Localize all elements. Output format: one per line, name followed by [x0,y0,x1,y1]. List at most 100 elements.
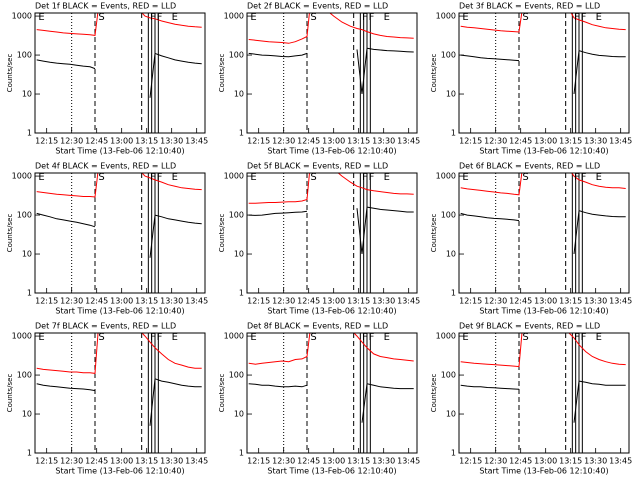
x-tick-label: 13:15 [347,137,370,146]
event-label: S [310,12,316,23]
x-tick-label: 13:00 [110,297,133,306]
y-axis-label: Counts/sec [218,54,226,93]
event-label: F [369,12,375,23]
x-tick-label: 13:15 [135,457,158,466]
plot-area [36,333,202,453]
x-tick-label: 12:15 [247,457,270,466]
x-tick-label: 13:45 [397,297,420,306]
x-tick-label: 13:45 [185,457,208,466]
x-tick-label: 12:15 [459,137,482,146]
event-label: F [574,332,580,343]
x-tick-label: 12:30 [484,137,507,146]
event-label: E [250,332,256,343]
y-axis-label: Counts/sec [6,54,14,93]
x-axis-label: Start Time (13-Feb-06 12:10:40) [55,307,184,316]
x-tick-label: 12:30 [484,297,507,306]
panel-title: Det 8f BLACK = Events, RED = LLD [247,322,388,331]
x-axis-label: Start Time (13-Feb-06 12:10:40) [267,467,396,476]
plot-area [460,13,626,133]
y-tick-label: 10 [446,410,456,419]
series-line [36,173,202,198]
series-line [248,13,414,44]
x-axis-label: Start Time (13-Feb-06 12:10:40) [55,467,184,476]
event-label: F [157,12,163,23]
event-label: E [462,172,468,183]
y-tick-label: 100 [17,211,32,220]
x-tick-label: 12:30 [484,457,507,466]
event-label: F [362,12,368,23]
y-tick-label: 1 [239,289,244,298]
event-label: E [384,172,390,183]
x-tick-label: 12:15 [459,297,482,306]
y-axis-label: Counts/sec [430,374,438,413]
series-line [460,49,626,95]
series-line [460,333,626,368]
x-tick-label: 13:00 [322,297,345,306]
event-label: E [250,12,256,23]
y-tick-label: 10 [22,250,32,259]
event-label: F [581,172,587,183]
x-tick-label: 13:15 [347,297,370,306]
event-label: E [596,332,602,343]
x-tick-label: 13:00 [534,297,557,306]
x-axis-label: Start Time (13-Feb-06 12:10:40) [479,467,608,476]
panel: Det 9f BLACK = Events, RED = LLD Start Ti… [430,322,632,476]
x-axis-label: Start Time (13-Feb-06 12:10:40) [479,147,608,156]
series-line [36,13,202,36]
x-tick-label: 12:30 [272,457,295,466]
x-tick-label: 12:45 [297,297,320,306]
plot-area [248,333,414,453]
x-tick-label: 12:15 [35,137,58,146]
x-tick-label: 12:30 [60,457,83,466]
event-label: F [581,332,587,343]
x-tick-label: 12:45 [297,457,320,466]
event-label: E [172,12,178,23]
panel-title: Det 3f BLACK = Events, RED = LLD [459,2,600,11]
plot-frame [34,12,206,134]
series-line [248,333,414,365]
event-label: F [157,332,163,343]
x-axis-label: Start Time (13-Feb-06 12:10:40) [55,147,184,156]
panel-title: Det 5f BLACK = Events, RED = LLD [247,162,388,171]
x-tick-label: 12:45 [85,137,108,146]
x-tick-label: 12:30 [60,137,83,146]
x-tick-label: 13:45 [397,457,420,466]
event-label: F [150,12,156,23]
x-axis-label: Start Time (13-Feb-06 12:10:40) [267,147,396,156]
x-tick-label: 13:45 [185,297,208,306]
panel: Det 6f BLACK = Events, RED = LLD Start Ti… [430,162,632,316]
panel: Det 4f BLACK = Events, RED = LLD Start Ti… [6,162,208,316]
y-tick-label: 1 [27,449,32,458]
plot-frame [246,332,418,454]
event-label: S [522,332,528,343]
plot-frame [246,172,418,294]
event-label: S [98,332,104,343]
x-tick-label: 13:00 [534,457,557,466]
x-tick-label: 13:30 [372,137,395,146]
y-tick-label: 10 [234,90,244,99]
y-tick-label: 1000 [436,332,456,341]
event-label: S [310,172,316,183]
y-tick-label: 100 [17,371,32,380]
panel: Det 1f BLACK = Events, RED = LLD Start Ti… [6,2,208,156]
plot-frame [34,172,206,294]
x-tick-label: 13:30 [584,297,607,306]
series-line [36,212,202,258]
y-tick-label: 10 [446,250,456,259]
plot-frame [458,12,630,134]
x-tick-label: 12:45 [509,297,532,306]
y-tick-label: 100 [441,371,456,380]
x-tick-label: 13:45 [185,137,208,146]
x-tick-label: 13:15 [559,137,582,146]
panel-title: Det 6f BLACK = Events, RED = LLD [459,162,600,171]
x-tick-label: 12:15 [247,297,270,306]
event-label: E [172,172,178,183]
event-label: F [157,172,163,183]
event-label: E [462,12,468,23]
x-tick-label: 12:45 [85,457,108,466]
y-tick-label: 1000 [436,172,456,181]
x-tick-label: 13:00 [534,137,557,146]
panel: Det 5f BLACK = Events, RED = LLD Start Ti… [218,162,420,316]
x-tick-label: 12:15 [35,457,58,466]
plot-frame [458,172,630,294]
